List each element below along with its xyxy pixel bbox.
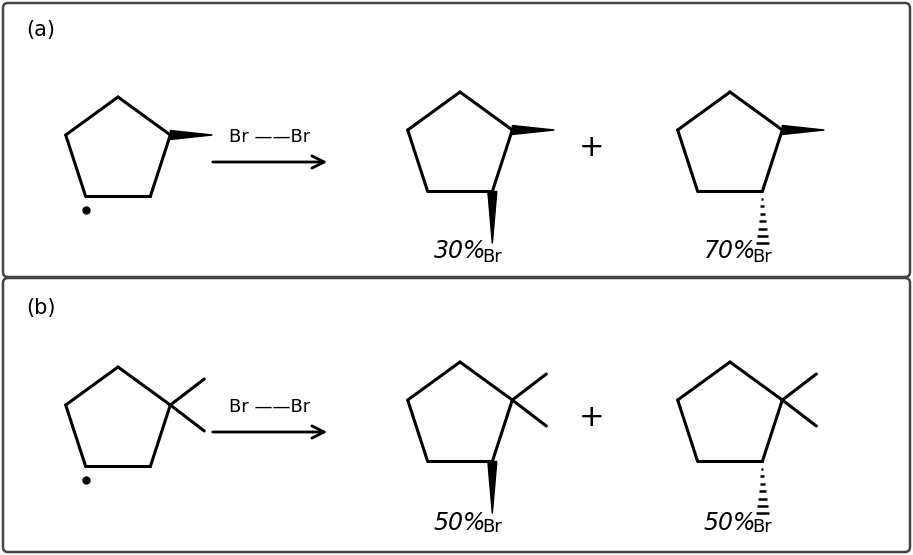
Text: 50%: 50%	[434, 511, 487, 535]
Text: Br: Br	[482, 249, 502, 266]
Text: 50%: 50%	[704, 511, 756, 535]
Polygon shape	[171, 130, 213, 139]
Text: Br: Br	[752, 518, 772, 537]
FancyBboxPatch shape	[3, 3, 910, 277]
Text: +: +	[579, 133, 604, 162]
Text: Br ——Br: Br ——Br	[229, 128, 310, 146]
Text: Br: Br	[482, 518, 502, 537]
Text: 70%: 70%	[704, 239, 756, 263]
Text: +: +	[579, 402, 604, 431]
Polygon shape	[488, 191, 497, 244]
Text: (a): (a)	[26, 20, 55, 40]
Text: 30%: 30%	[434, 239, 487, 263]
Polygon shape	[512, 125, 554, 134]
Text: Br: Br	[752, 249, 772, 266]
Text: Br ——Br: Br ——Br	[229, 398, 310, 416]
Polygon shape	[782, 125, 824, 134]
FancyBboxPatch shape	[3, 278, 910, 552]
Polygon shape	[488, 462, 497, 513]
Text: (b): (b)	[26, 298, 56, 318]
